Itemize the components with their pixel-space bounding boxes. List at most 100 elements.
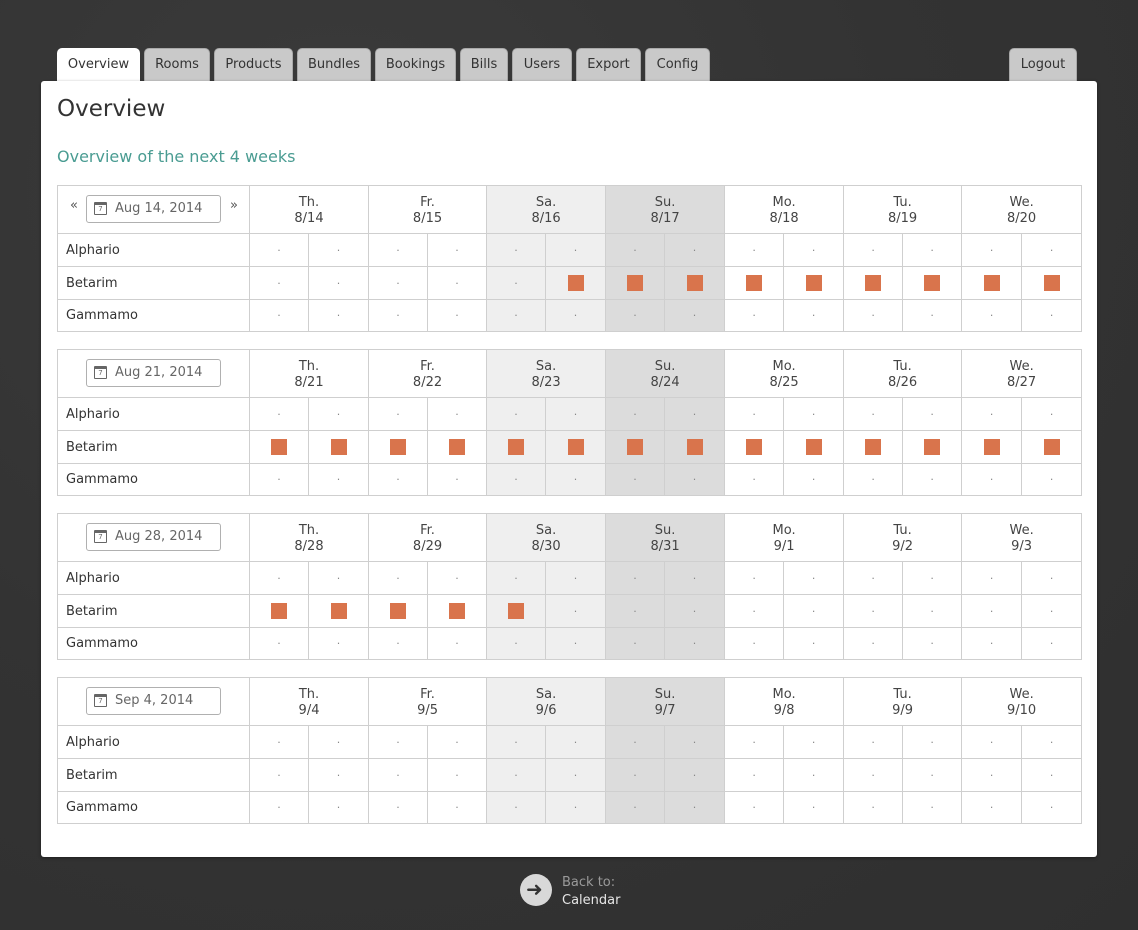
- booking-slot[interactable]: [902, 266, 963, 300]
- booking-slot[interactable]: ·: [545, 233, 607, 267]
- booking-slot[interactable]: ·: [843, 725, 904, 759]
- tab-export[interactable]: Export: [576, 48, 641, 81]
- booking-slot[interactable]: ·: [368, 463, 429, 496]
- booking-marker[interactable]: [449, 439, 466, 455]
- booking-slot[interactable]: ·: [664, 463, 726, 496]
- booking-slot[interactable]: [843, 266, 904, 300]
- booking-slot[interactable]: ·: [605, 725, 666, 759]
- booking-slot[interactable]: ·: [902, 561, 963, 595]
- booking-slot[interactable]: ·: [783, 561, 845, 595]
- booking-slot[interactable]: ·: [249, 266, 309, 300]
- booking-slot[interactable]: ·: [249, 233, 309, 267]
- booking-slot[interactable]: [249, 430, 309, 464]
- booking-slot[interactable]: ·: [664, 758, 726, 792]
- tab-rooms[interactable]: Rooms: [144, 48, 210, 81]
- booking-marker[interactable]: [805, 439, 822, 455]
- booking-slot[interactable]: ·: [724, 561, 785, 595]
- booking-slot[interactable]: ·: [605, 594, 666, 628]
- booking-slot[interactable]: ·: [307, 561, 370, 595]
- booking-slot[interactable]: ·: [368, 627, 429, 660]
- booking-slot[interactable]: ·: [249, 791, 309, 824]
- booking-slot[interactable]: ·: [249, 397, 309, 431]
- booking-slot[interactable]: [545, 266, 607, 300]
- next-week-button[interactable]: »: [230, 198, 238, 213]
- booking-slot[interactable]: ·: [545, 299, 607, 332]
- booking-marker[interactable]: [746, 275, 763, 291]
- booking-slot[interactable]: ·: [1021, 299, 1083, 332]
- booking-slot[interactable]: ·: [486, 561, 547, 595]
- booking-slot[interactable]: ·: [902, 299, 963, 332]
- booking-slot[interactable]: ·: [368, 791, 429, 824]
- booking-slot[interactable]: ·: [843, 397, 904, 431]
- booking-slot[interactable]: ·: [843, 791, 904, 824]
- booking-slot[interactable]: ·: [724, 299, 785, 332]
- booking-slot[interactable]: ·: [664, 594, 726, 628]
- booking-slot[interactable]: ·: [486, 758, 547, 792]
- booking-slot[interactable]: ·: [1021, 791, 1083, 824]
- booking-slot[interactable]: ·: [783, 397, 845, 431]
- booking-slot[interactable]: ·: [664, 233, 726, 267]
- logout-button[interactable]: Logout: [1009, 48, 1077, 81]
- booking-slot[interactable]: ·: [427, 299, 488, 332]
- booking-slot[interactable]: [368, 594, 429, 628]
- booking-slot[interactable]: [368, 430, 429, 464]
- booking-slot[interactable]: [961, 266, 1023, 300]
- booking-slot[interactable]: ·: [368, 758, 429, 792]
- week-date-input[interactable]: 7 Aug 28, 2014: [86, 523, 221, 551]
- booking-slot[interactable]: ·: [605, 758, 666, 792]
- booking-slot[interactable]: ·: [783, 463, 845, 496]
- booking-slot[interactable]: [961, 430, 1023, 464]
- booking-slot[interactable]: ·: [664, 299, 726, 332]
- booking-marker[interactable]: [627, 439, 644, 455]
- booking-marker[interactable]: [686, 275, 703, 291]
- booking-slot[interactable]: ·: [843, 233, 904, 267]
- booking-marker[interactable]: [271, 439, 287, 455]
- booking-marker[interactable]: [865, 439, 882, 455]
- booking-slot[interactable]: ·: [427, 758, 488, 792]
- booking-slot[interactable]: [307, 594, 370, 628]
- booking-slot[interactable]: [664, 430, 726, 464]
- booking-slot[interactable]: ·: [783, 233, 845, 267]
- booking-slot[interactable]: ·: [368, 266, 429, 300]
- booking-slot[interactable]: ·: [368, 561, 429, 595]
- booking-slot[interactable]: ·: [427, 397, 488, 431]
- booking-slot[interactable]: ·: [307, 299, 370, 332]
- week-date-input[interactable]: 7 Aug 21, 2014: [86, 359, 221, 387]
- booking-slot[interactable]: ·: [724, 791, 785, 824]
- booking-slot[interactable]: ·: [843, 594, 904, 628]
- booking-marker[interactable]: [271, 603, 287, 619]
- booking-slot[interactable]: ·: [843, 463, 904, 496]
- booking-slot[interactable]: ·: [724, 758, 785, 792]
- booking-slot[interactable]: ·: [545, 758, 607, 792]
- booking-slot[interactable]: ·: [843, 758, 904, 792]
- booking-marker[interactable]: [449, 603, 466, 619]
- booking-slot[interactable]: [783, 266, 845, 300]
- booking-marker[interactable]: [1043, 275, 1060, 291]
- booking-slot[interactable]: ·: [961, 758, 1023, 792]
- booking-slot[interactable]: ·: [605, 233, 666, 267]
- tab-users[interactable]: Users: [512, 48, 572, 81]
- booking-slot[interactable]: ·: [368, 233, 429, 267]
- booking-slot[interactable]: ·: [605, 463, 666, 496]
- booking-marker[interactable]: [805, 275, 822, 291]
- booking-marker[interactable]: [567, 439, 584, 455]
- booking-marker[interactable]: [865, 275, 882, 291]
- booking-marker[interactable]: [924, 439, 941, 455]
- booking-slot[interactable]: ·: [427, 561, 488, 595]
- booking-slot[interactable]: ·: [427, 627, 488, 660]
- booking-slot[interactable]: ·: [1021, 725, 1083, 759]
- booking-slot[interactable]: ·: [1021, 561, 1083, 595]
- booking-slot[interactable]: ·: [605, 561, 666, 595]
- booking-slot[interactable]: ·: [307, 463, 370, 496]
- booking-slot[interactable]: ·: [1021, 594, 1083, 628]
- booking-slot[interactable]: ·: [486, 463, 547, 496]
- booking-marker[interactable]: [508, 439, 525, 455]
- booking-slot[interactable]: ·: [783, 594, 845, 628]
- booking-slot[interactable]: [843, 430, 904, 464]
- booking-marker[interactable]: [627, 275, 644, 291]
- booking-marker[interactable]: [1043, 439, 1060, 455]
- tab-bills[interactable]: Bills: [460, 48, 508, 81]
- booking-slot[interactable]: ·: [664, 397, 726, 431]
- booking-slot[interactable]: ·: [902, 758, 963, 792]
- booking-slot[interactable]: ·: [783, 758, 845, 792]
